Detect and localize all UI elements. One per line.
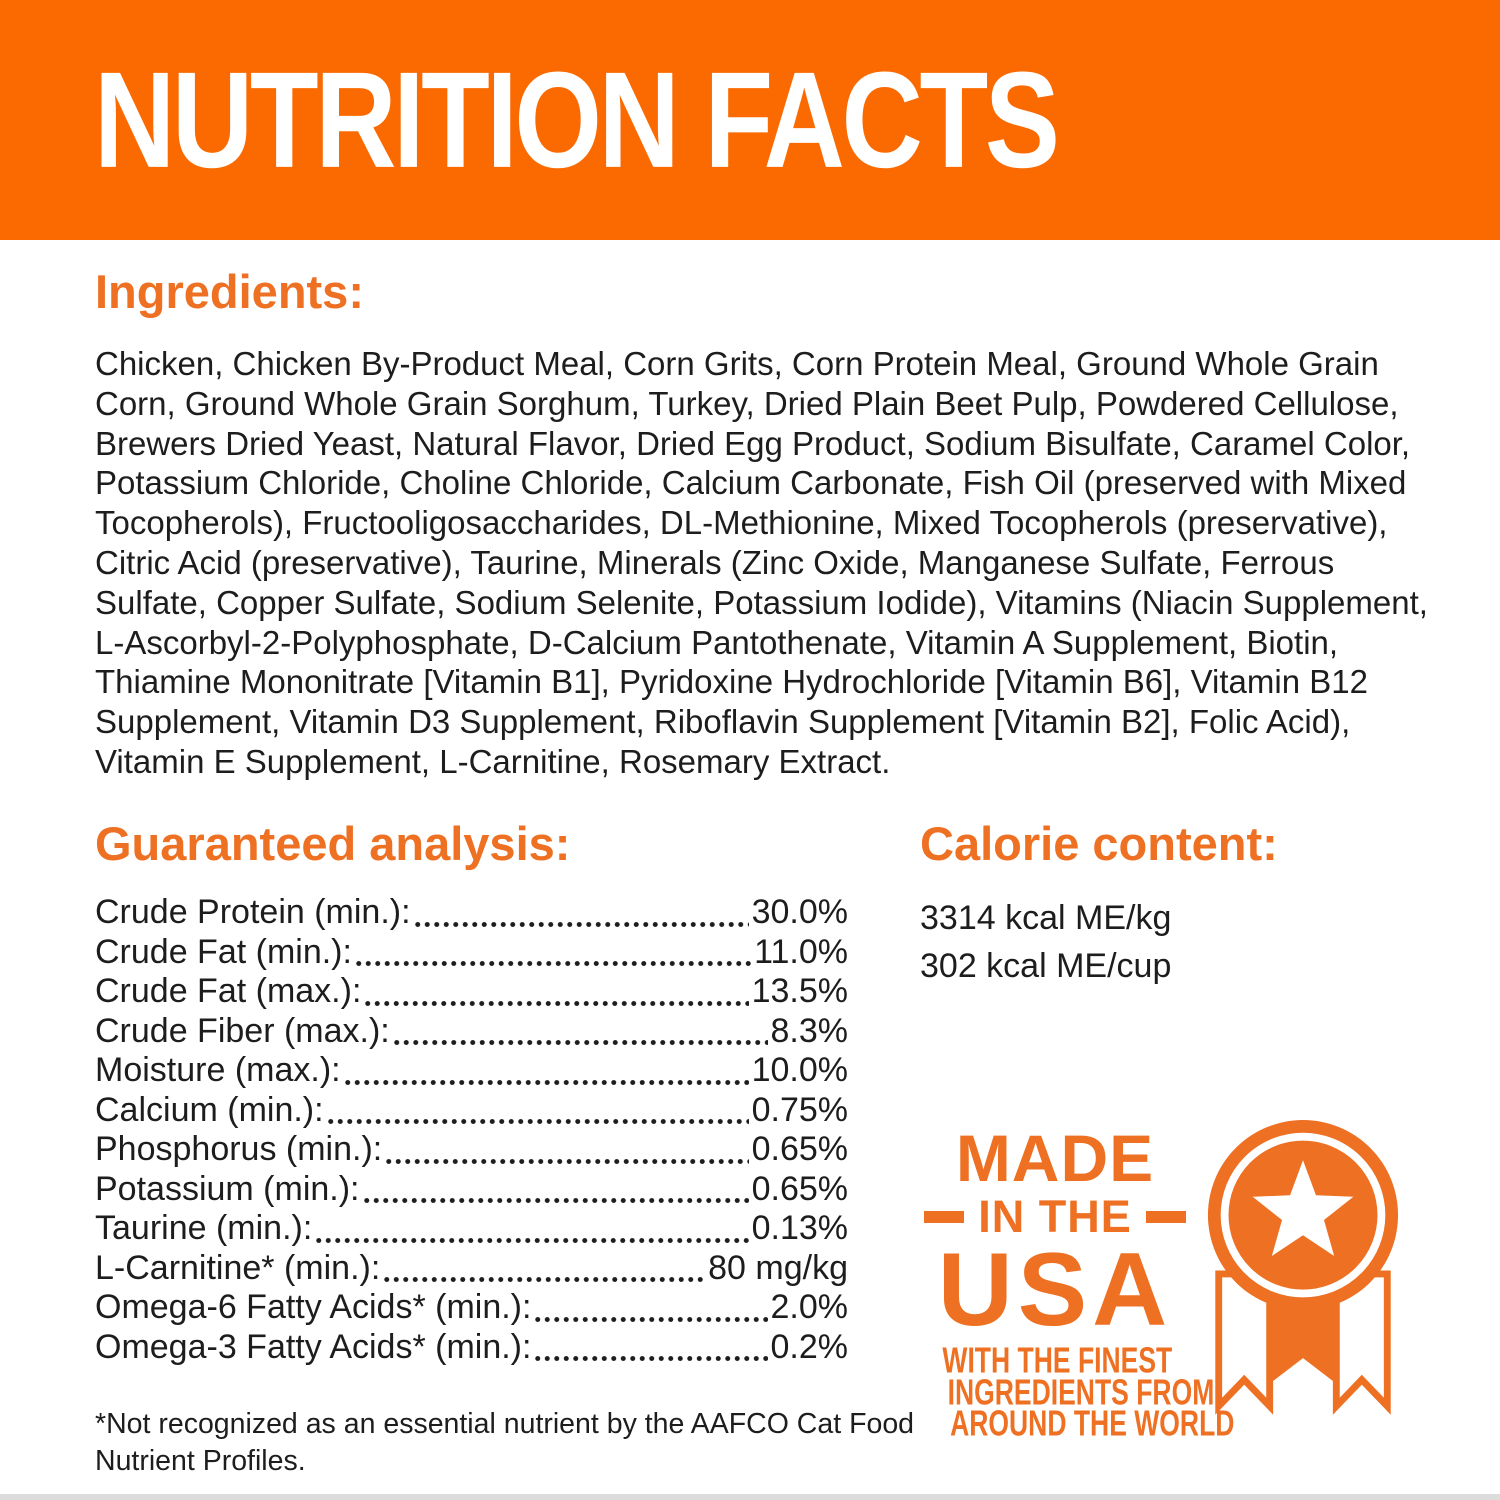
analysis-row-value: 30.0% bbox=[751, 893, 848, 931]
header-banner: NUTRITION FACTS bbox=[0, 0, 1500, 240]
ribbon-star-icon bbox=[1207, 1120, 1399, 1415]
table-row: Omega-3 Fatty Acids* (min.): 0.2% bbox=[95, 1327, 849, 1367]
ingredients-heading: Ingredients: bbox=[95, 265, 364, 318]
analysis-row-label: Crude Fat (max.): bbox=[95, 972, 362, 1010]
dash-right bbox=[1145, 1211, 1186, 1223]
calorie-kg-line: 3314 kcal ME/kg bbox=[920, 899, 1172, 937]
analysis-row-value: 11.0% bbox=[754, 932, 848, 971]
table-row: Crude Fat (min.): 11.0% bbox=[95, 932, 848, 972]
subtext-line: AROUND THE WORLD bbox=[950, 1404, 1235, 1444]
leader-dots bbox=[391, 1011, 768, 1051]
made-in-usa-word-made: MADE bbox=[955, 1121, 1155, 1195]
guaranteed-analysis-heading: Guaranteed analysis: bbox=[95, 817, 571, 870]
analysis-row-label: L-Carnitine* (min.): bbox=[95, 1248, 381, 1287]
made-in-usa-word-in-the-row: IN THE bbox=[910, 1194, 1200, 1240]
analysis-row-label: Crude Fiber (max.): bbox=[95, 1011, 390, 1050]
analysis-row-label: Taurine (min.): bbox=[95, 1209, 313, 1247]
leader-dots bbox=[342, 1051, 749, 1091]
analysis-row-label: Omega-3 Fatty Acids* (min.): bbox=[95, 1327, 532, 1366]
made-in-usa-word-usa: USA bbox=[937, 1232, 1173, 1348]
analysis-row-value: 10.0% bbox=[751, 1051, 848, 1089]
table-row: Crude Protein (min.): 30.0% bbox=[95, 893, 848, 933]
analysis-row-label: Moisture (max.): bbox=[95, 1051, 341, 1089]
calorie-cup-line: 302 kcal ME/cup bbox=[920, 947, 1172, 985]
analysis-row-label: Crude Protein (min.): bbox=[95, 893, 411, 931]
leader-dots bbox=[412, 893, 749, 933]
analysis-row-label: Omega-6 Fatty Acids* (min.): bbox=[95, 1288, 532, 1326]
analysis-row-value: 80 mg/kg bbox=[708, 1248, 848, 1287]
made-in-usa-word-in-the: IN THE bbox=[978, 1191, 1132, 1242]
ingredients-paragraph: Chicken, Chicken By-Product Meal, Corn G… bbox=[95, 345, 1428, 780]
calorie-content-heading: Calorie content: bbox=[920, 817, 1278, 870]
leader-dots bbox=[382, 1248, 706, 1288]
subtext-line: INGREDIENTS FROM bbox=[947, 1372, 1215, 1413]
leader-dots bbox=[361, 1169, 749, 1209]
leader-dots bbox=[363, 972, 749, 1012]
made-in-usa-subtext: WITH THE FINEST INGREDIENTS FROM AROUND … bbox=[910, 1341, 1235, 1444]
subtext-line: WITH THE FINEST bbox=[942, 1341, 1173, 1381]
page-title: NUTRITION FACTS bbox=[94, 44, 1060, 196]
leader-dots bbox=[533, 1288, 768, 1328]
leader-dots bbox=[533, 1327, 768, 1367]
analysis-row-value: 0.13% bbox=[751, 1209, 848, 1247]
table-row: Moisture (max.): 10.0% bbox=[95, 1051, 848, 1091]
analysis-row-label: Crude Fat (min.): bbox=[95, 932, 352, 971]
analysis-row-value: 8.3% bbox=[770, 1011, 849, 1050]
made-in-usa-block: MADE IN THE USA WITH THE FINEST INGREDIE… bbox=[910, 1121, 1235, 1444]
table-row: Taurine (min.): 0.13% bbox=[95, 1209, 848, 1249]
table-row: L-Carnitine* (min.): 80 mg/kg bbox=[95, 1248, 848, 1288]
leader-dots bbox=[353, 932, 752, 972]
table-row: Crude Fiber (max.): 8.3% bbox=[95, 1011, 849, 1051]
analysis-row-label: Potassium (min.): bbox=[95, 1169, 360, 1208]
table-row: Crude Fat (max.): 13.5% bbox=[95, 972, 848, 1012]
leader-dots bbox=[325, 1090, 749, 1130]
dash-left bbox=[924, 1211, 965, 1223]
aafco-footnote: *Not recognized as an essential nutrient… bbox=[95, 1408, 915, 1477]
analysis-row-value: 0.75% bbox=[751, 1090, 848, 1129]
leader-dots bbox=[314, 1209, 749, 1249]
table-row: Potassium (min.): 0.65% bbox=[95, 1169, 848, 1209]
analysis-row-value: 0.2% bbox=[770, 1327, 849, 1366]
bottom-edge-strip bbox=[0, 1494, 1500, 1500]
analysis-row-value: 13.5% bbox=[751, 972, 848, 1010]
table-row: Omega-6 Fatty Acids* (min.): 2.0% bbox=[95, 1288, 848, 1328]
analysis-row-label: Calcium (min.): bbox=[95, 1090, 324, 1129]
table-row: Calcium (min.): 0.75% bbox=[95, 1090, 848, 1130]
analysis-row-value: 2.0% bbox=[770, 1288, 849, 1326]
calorie-content-values: 3314 kcal ME/kg 302 kcal ME/cup bbox=[920, 894, 1171, 990]
analysis-row-value: 0.65% bbox=[751, 1130, 848, 1168]
leader-dots bbox=[384, 1130, 749, 1170]
analysis-row-value: 0.65% bbox=[751, 1169, 848, 1208]
guaranteed-analysis-table: Crude Protein (min.): 30.0% Crude Fat (m… bbox=[95, 893, 848, 1367]
analysis-row-label: Phosphorus (min.): bbox=[95, 1130, 383, 1168]
table-row: Phosphorus (min.): 0.65% bbox=[95, 1130, 848, 1170]
